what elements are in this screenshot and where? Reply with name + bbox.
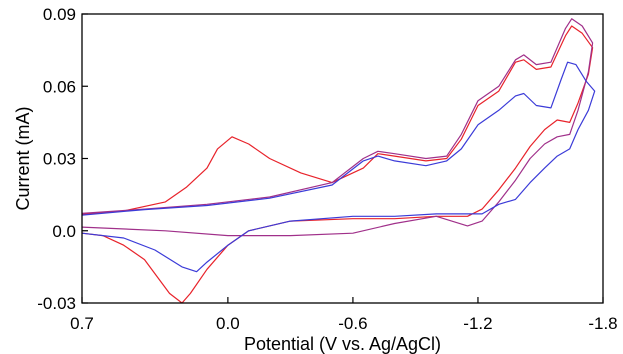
x-tick-label: 0.7 <box>70 314 94 333</box>
series-line-3 <box>81 61 596 273</box>
y-tick-label: 0.09 <box>43 5 76 24</box>
y-tick-label: -0.03 <box>37 294 76 313</box>
plot-series-group <box>81 18 596 304</box>
x-axis-title: Potential (V vs. Ag/AgCl) <box>244 334 441 354</box>
y-tick-label: 0.03 <box>43 150 76 169</box>
x-tick-label: -0.6 <box>338 314 367 333</box>
y-axis-title: Current (mA) <box>13 106 33 210</box>
x-axis: 0.7 0.0 -0.6 -1.2 -1.8 <box>70 297 618 333</box>
x-tick-label: -1.8 <box>588 314 617 333</box>
series-line-2 <box>81 18 594 237</box>
y-tick-label: 0.06 <box>43 77 76 96</box>
y-axis: -0.03 0.0 0.03 0.06 0.09 <box>37 5 88 313</box>
plot-frame <box>81 13 604 304</box>
series-line-1 <box>81 25 594 304</box>
x-tick-label: -1.2 <box>463 314 492 333</box>
x-tick-label: 0.0 <box>216 314 240 333</box>
y-tick-label: 0.0 <box>52 222 76 241</box>
